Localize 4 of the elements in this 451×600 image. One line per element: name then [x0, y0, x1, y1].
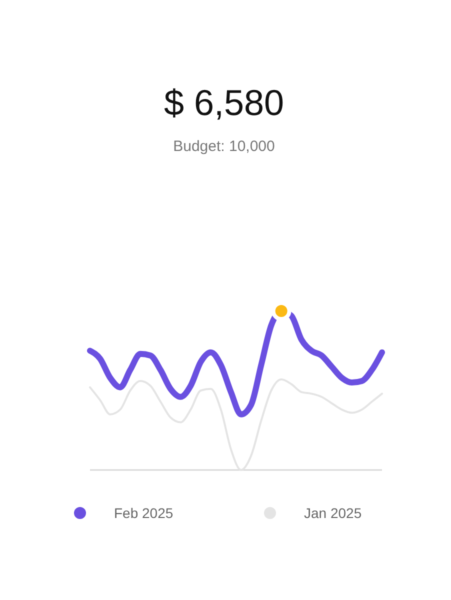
chart-title: $ 6,580 — [164, 82, 284, 123]
legend-label: Jan 2025 — [304, 505, 362, 521]
legend-label: Feb 2025 — [114, 505, 174, 521]
chart-subtitle: Budget: 10,000 — [173, 138, 275, 155]
